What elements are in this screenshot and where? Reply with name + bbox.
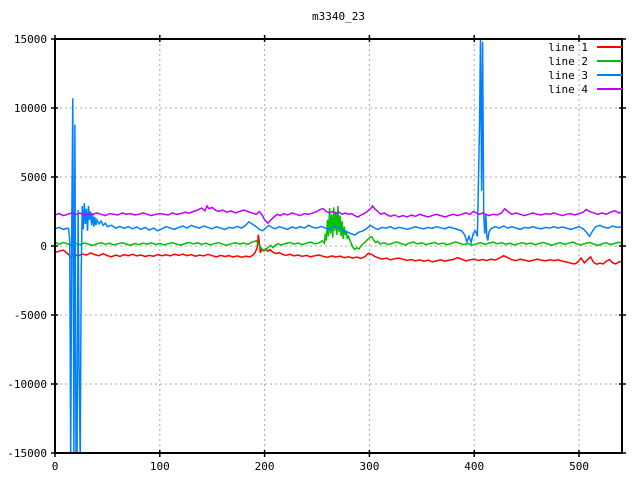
y-tick-label: 10000 bbox=[14, 102, 47, 115]
x-tick-label: 300 bbox=[359, 460, 379, 473]
x-tick-label: 200 bbox=[255, 460, 275, 473]
legend-item: line 4 bbox=[548, 82, 622, 96]
legend-line-sample bbox=[597, 60, 622, 62]
y-tick-label: -5000 bbox=[14, 309, 47, 322]
chart-title: m3340_23 bbox=[312, 10, 365, 23]
legend: line 1 line 2 line 3 line 4 bbox=[548, 40, 622, 96]
y-tick-label: 15000 bbox=[14, 33, 47, 46]
x-tick-label: 500 bbox=[569, 460, 589, 473]
y-tick-label: -10000 bbox=[7, 378, 47, 391]
series-line-1 bbox=[55, 234, 622, 266]
legend-label: line 4 bbox=[548, 82, 588, 96]
legend-line-sample bbox=[597, 74, 622, 76]
legend-line-sample bbox=[597, 88, 622, 90]
y-tick-label: 5000 bbox=[21, 171, 48, 184]
x-tick-label: 400 bbox=[464, 460, 484, 473]
legend-item: line 1 bbox=[548, 40, 622, 54]
y-tick-label: -15000 bbox=[7, 447, 47, 460]
legend-item: line 2 bbox=[548, 54, 622, 68]
series-line-4 bbox=[55, 204, 622, 225]
y-tick-label: 0 bbox=[40, 240, 47, 253]
legend-line-sample bbox=[597, 46, 622, 48]
x-tick-label: 0 bbox=[52, 460, 59, 473]
x-tick-label: 100 bbox=[150, 460, 170, 473]
legend-label: line 1 bbox=[548, 40, 588, 54]
series-line-3 bbox=[55, 39, 622, 453]
series-line-2 bbox=[55, 205, 622, 252]
legend-item: line 3 bbox=[548, 68, 622, 82]
legend-label: line 2 bbox=[548, 54, 588, 68]
series-group bbox=[55, 39, 622, 453]
legend-label: line 3 bbox=[548, 68, 588, 82]
